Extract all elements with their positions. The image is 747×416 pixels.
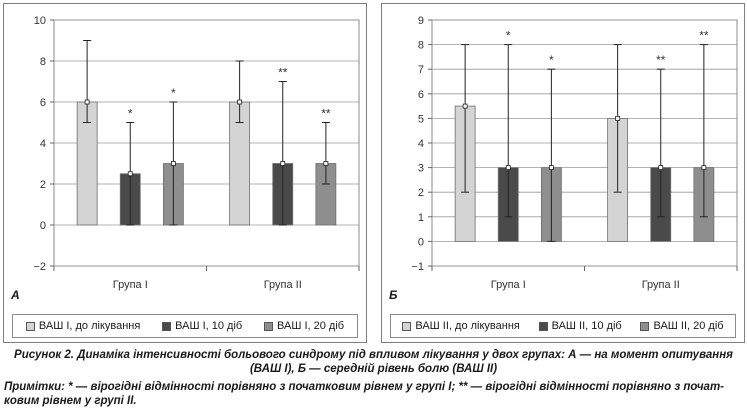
mean-marker — [127, 171, 133, 177]
legend-item-b-1: ВАШ ІІ, 10 діб — [538, 320, 622, 332]
y-tick-label: −1 — [411, 261, 424, 273]
figure-caption-line: (ВАШ І), Б — середній рівень болю (ВАШ І… — [249, 363, 498, 375]
legend-label: ВАШ І, до лікування — [38, 320, 141, 332]
mean-marker — [548, 165, 554, 171]
y-tick-label: 5 — [418, 113, 424, 125]
legend-swatch — [25, 321, 35, 331]
y-tick-label: 4 — [40, 138, 46, 150]
y-tick-label: 0 — [418, 236, 424, 248]
y-tick-label: 4 — [418, 138, 424, 150]
significance-mark: * — [506, 29, 511, 43]
x-category-label: Група II — [264, 279, 302, 291]
legend-item-b-0: ВАШ ІІ, до лікування — [402, 320, 520, 332]
legend-item-a-2: ВАШ І, 20 діб — [264, 320, 344, 332]
significance-mark: ** — [321, 107, 331, 121]
y-tick-label: 10 — [34, 15, 46, 27]
legend-b: ВАШ ІІ, до лікування ВАШ ІІ, 10 діб ВАШ … — [390, 314, 736, 338]
y-tick-label: 6 — [418, 89, 424, 101]
mean-marker — [237, 99, 243, 105]
y-tick-label: 8 — [418, 40, 424, 52]
x-category-label: Група I — [113, 279, 148, 291]
legend-label: ВАШ І, 10 діб — [175, 320, 243, 332]
legend-item-a-0: ВАШ І, до лікування — [25, 320, 141, 332]
legend-swatch — [402, 321, 412, 331]
y-tick-label: 2 — [40, 179, 46, 191]
significance-mark: ** — [278, 66, 288, 80]
mean-marker — [658, 165, 664, 171]
legend-swatch — [264, 321, 274, 331]
significance-mark: * — [549, 53, 554, 67]
y-tick-label: 8 — [40, 56, 46, 68]
y-tick-label: 7 — [418, 64, 424, 76]
mean-marker — [615, 116, 621, 121]
y-tick-label: 2 — [418, 187, 424, 199]
mean-marker — [84, 99, 90, 105]
panel-letter-a: А — [11, 288, 20, 302]
legend-swatch — [538, 321, 548, 331]
figure-note-line: ковим рівнем у групі ІІ. — [4, 395, 137, 407]
mean-marker — [505, 165, 511, 171]
legend-label: ВАШ ІІ, 10 діб — [551, 320, 622, 332]
figure-note: Примітки: * — вірогідні відмінності порі… — [0, 380, 747, 408]
significance-mark: * — [171, 86, 176, 100]
y-tick-label: −2 — [33, 261, 46, 273]
significance-mark: ** — [699, 29, 709, 43]
panel-letter-b: Б — [389, 288, 398, 302]
y-tick-label: 3 — [418, 163, 424, 175]
y-tick-label: 9 — [418, 15, 424, 27]
legend-item-a-1: ВАШ І, 10 діб — [162, 320, 242, 332]
chart-panel-a: −2 0 2 4 6 8 10 Група I * * Група II ** ** А ВАШ І, … — [3, 3, 367, 343]
figure-caption: Рисунок 2. Динаміка інтенсивності больов… — [0, 348, 747, 376]
y-tick-label: 0 — [40, 220, 46, 232]
mean-marker — [323, 161, 329, 166]
figure-caption-line: Рисунок 2. Динаміка інтенсивності больов… — [14, 349, 733, 361]
legend-swatch — [162, 321, 172, 331]
legend-a: ВАШ І, до лікування ВАШ І, 10 діб ВАШ І,… — [12, 314, 358, 338]
significance-mark: * — [128, 107, 133, 121]
legend-label: ВАШ І, 20 діб — [277, 320, 345, 332]
x-category-label: Група II — [642, 279, 680, 291]
x-category-label: Група I — [491, 279, 526, 291]
legend-label: ВАШ ІІ, 20 діб — [653, 320, 724, 332]
significance-mark: ** — [656, 53, 666, 67]
mean-marker — [170, 161, 176, 166]
legend-item-b-2: ВАШ ІІ, 20 діб — [640, 320, 724, 332]
mean-marker — [462, 103, 468, 109]
mean-marker — [701, 165, 707, 171]
legend-swatch — [640, 321, 650, 331]
legend-label: ВАШ ІІ, до лікування — [415, 320, 520, 332]
mean-marker — [280, 161, 286, 166]
y-tick-label: 6 — [40, 97, 46, 109]
figure-note-line: Примітки: * — вірогідні відмінності порі… — [4, 381, 725, 393]
chart-panel-b: −1 0 1 2 3 4 5 6 7 8 9 Група I * * Група II ** ** Б ВАШ … — [381, 3, 745, 343]
y-tick-label: 1 — [418, 212, 424, 224]
